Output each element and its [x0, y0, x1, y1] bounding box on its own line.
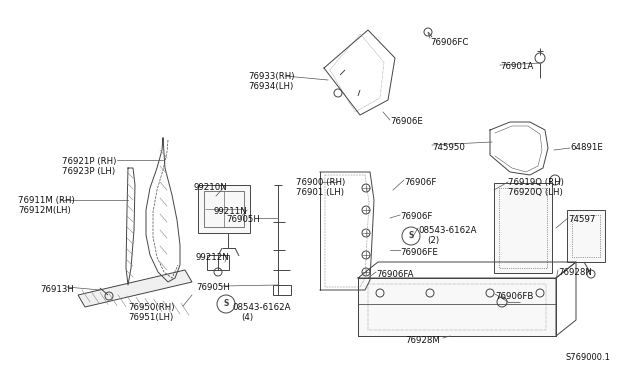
Text: 76911M (RH): 76911M (RH) — [18, 196, 75, 205]
Text: S: S — [223, 299, 228, 308]
Text: 99211N: 99211N — [213, 207, 247, 216]
Text: S: S — [408, 231, 413, 241]
Text: 08543-6162A: 08543-6162A — [232, 303, 291, 312]
Text: (4): (4) — [241, 313, 253, 322]
Text: 76906F: 76906F — [404, 178, 436, 187]
Text: 76906FC: 76906FC — [430, 38, 468, 47]
Bar — [273, 285, 291, 295]
Text: 76933(RH): 76933(RH) — [248, 72, 294, 81]
Bar — [567, 210, 605, 262]
Text: 76905H: 76905H — [196, 283, 230, 292]
Text: 745950: 745950 — [432, 143, 465, 152]
Text: 74597: 74597 — [568, 215, 595, 224]
Text: 76901 (LH): 76901 (LH) — [296, 188, 344, 197]
Text: 76921P (RH): 76921P (RH) — [62, 157, 116, 166]
Bar — [198, 185, 250, 233]
Text: 76906FB: 76906FB — [495, 292, 533, 301]
Text: 76934(LH): 76934(LH) — [248, 82, 293, 91]
Text: 76928M: 76928M — [405, 336, 440, 345]
Text: 76923P (LH): 76923P (LH) — [62, 167, 115, 176]
Text: 76913H: 76913H — [40, 285, 74, 294]
Text: 76900 (RH): 76900 (RH) — [296, 178, 345, 187]
Text: 76951(LH): 76951(LH) — [128, 313, 173, 322]
Bar — [204, 191, 244, 227]
Bar — [494, 183, 552, 273]
Text: S769000.1: S769000.1 — [566, 353, 611, 362]
Bar — [499, 188, 547, 268]
Text: 99212N: 99212N — [196, 253, 230, 262]
Text: 76906FA: 76906FA — [376, 270, 413, 279]
Text: 76912M(LH): 76912M(LH) — [18, 206, 71, 215]
Text: 76906F: 76906F — [400, 212, 433, 221]
Text: 76950(RH): 76950(RH) — [128, 303, 175, 312]
Text: (2): (2) — [427, 236, 439, 245]
Bar — [572, 215, 600, 257]
Text: 08543-6162A: 08543-6162A — [418, 226, 477, 235]
Bar — [207, 255, 229, 270]
Text: 99210N: 99210N — [193, 183, 227, 192]
Text: 76906FE: 76906FE — [400, 248, 438, 257]
Text: 76901A: 76901A — [500, 62, 533, 71]
Polygon shape — [78, 270, 192, 307]
Text: 76919Q (RH): 76919Q (RH) — [508, 178, 564, 187]
Text: 76906E: 76906E — [390, 117, 423, 126]
Bar — [358, 278, 556, 336]
Text: 76928N: 76928N — [558, 268, 592, 277]
Text: 76920Q (LH): 76920Q (LH) — [508, 188, 563, 197]
Text: 76905H: 76905H — [226, 215, 260, 224]
Text: 64891E: 64891E — [570, 143, 603, 152]
